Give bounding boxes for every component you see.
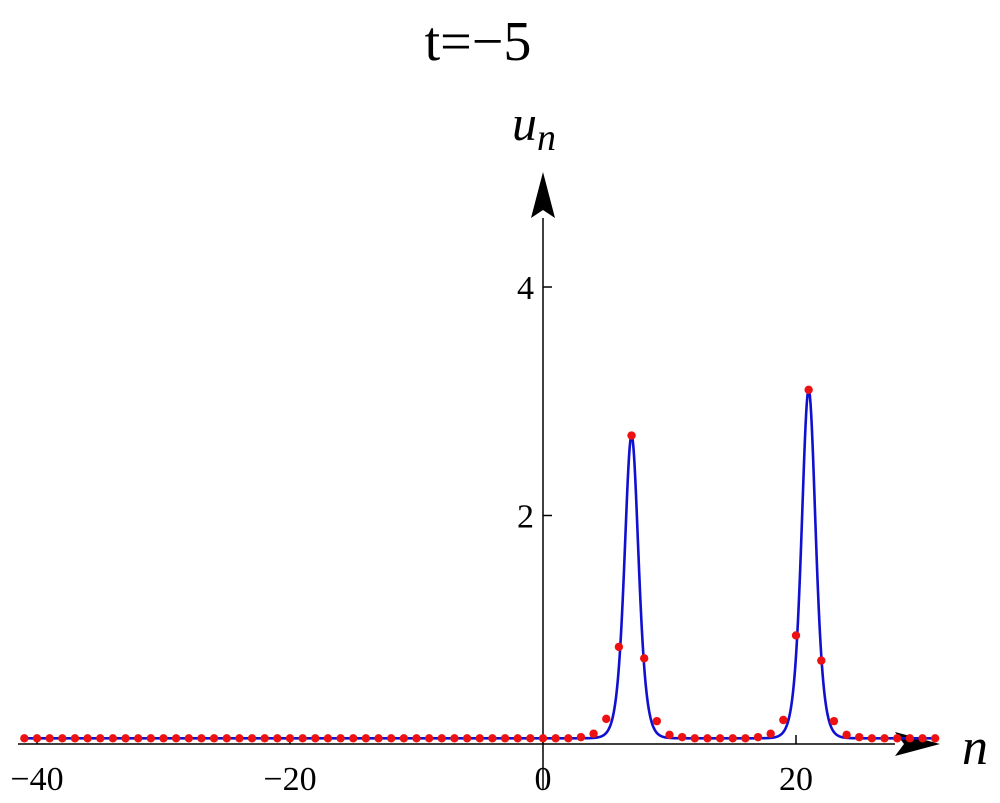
data-point	[462, 734, 472, 743]
data-point	[20, 734, 29, 743]
y-tick-label: 4	[517, 270, 534, 307]
data-point	[159, 734, 168, 743]
data-point	[791, 631, 801, 640]
data-point	[235, 734, 244, 743]
data-point	[602, 714, 611, 724]
data-point	[96, 734, 105, 743]
data-point	[45, 734, 54, 743]
data-point	[855, 732, 864, 742]
data-point	[412, 734, 421, 743]
data-point	[652, 716, 662, 726]
y-axis-label-sub: n	[537, 117, 556, 159]
data-point	[589, 729, 598, 738]
data-point	[361, 734, 371, 743]
data-point	[564, 734, 573, 743]
data-point	[728, 734, 737, 743]
data-point	[298, 734, 307, 743]
x-tick-label: 0	[535, 761, 552, 798]
data-point	[424, 734, 434, 743]
data-point	[399, 734, 409, 743]
y-axis-label: un	[512, 95, 556, 159]
data-point	[349, 734, 358, 743]
data-point	[715, 734, 725, 743]
data-point	[918, 734, 927, 743]
data-point	[930, 734, 940, 743]
data-point	[323, 734, 333, 743]
data-point	[197, 734, 206, 743]
data-point	[551, 734, 560, 743]
data-point	[526, 734, 535, 743]
x-tick-label: −20	[263, 761, 316, 798]
data-point	[513, 734, 522, 743]
x-tick-label: −40	[10, 761, 63, 798]
series-line-group	[24, 386, 936, 740]
data-point	[779, 715, 788, 725]
data-point	[285, 734, 295, 743]
data-point	[665, 730, 674, 740]
data-point	[766, 729, 775, 738]
x-tick-label: 20	[779, 761, 813, 798]
data-point	[488, 734, 497, 743]
data-point	[450, 734, 459, 743]
data-point	[58, 734, 67, 743]
data-point	[475, 734, 484, 743]
data-point	[171, 734, 181, 743]
data-point	[893, 734, 902, 743]
data-point	[108, 734, 118, 743]
data-point	[311, 734, 320, 743]
series-line	[24, 386, 936, 740]
data-point	[677, 732, 687, 742]
data-point	[829, 716, 839, 726]
data-point	[260, 734, 269, 743]
data-point	[880, 734, 889, 743]
data-point	[703, 734, 712, 743]
data-point	[538, 734, 548, 743]
data-point	[387, 734, 396, 743]
data-point	[247, 734, 257, 743]
data-point	[336, 734, 345, 743]
data-point	[184, 734, 193, 743]
data-point	[32, 734, 42, 743]
data-point	[753, 732, 763, 742]
data-point	[121, 734, 130, 743]
data-point	[146, 734, 156, 743]
data-point	[867, 734, 877, 743]
data-point	[614, 642, 624, 652]
data-point	[741, 734, 750, 743]
data-point	[640, 654, 649, 663]
y-tick-label: 2	[517, 499, 534, 536]
data-point	[70, 734, 80, 743]
data-point	[905, 734, 915, 743]
y-axis-arrow	[531, 172, 555, 218]
data-point	[83, 734, 92, 743]
chart-title: t=−5	[425, 11, 532, 73]
data-point	[842, 730, 851, 740]
data-point	[690, 734, 699, 743]
x-axis-label: n	[962, 719, 988, 776]
data-point	[817, 656, 826, 665]
data-point	[576, 732, 586, 742]
y-axis-label-main: u	[512, 95, 537, 151]
axis-ticks: −40 −20 0 20 2 4	[10, 270, 813, 798]
data-point	[374, 734, 383, 743]
series-points-group	[20, 385, 940, 743]
data-point	[627, 431, 636, 440]
data-point	[437, 734, 446, 743]
data-point	[500, 734, 510, 743]
data-point	[134, 734, 143, 743]
data-point	[804, 385, 813, 395]
data-point	[209, 734, 219, 743]
data-point	[222, 734, 231, 743]
data-point	[273, 734, 282, 743]
